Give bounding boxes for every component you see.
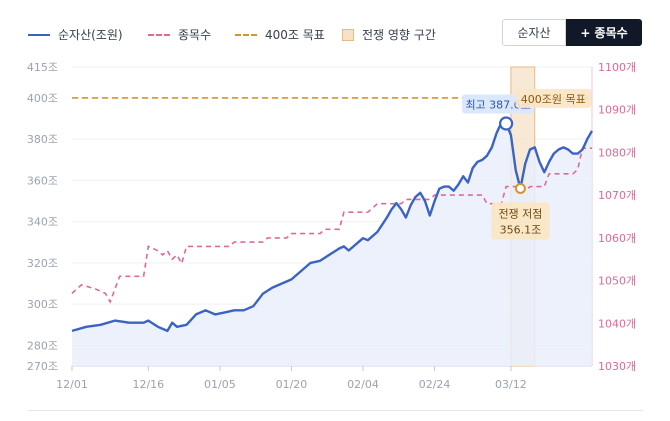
x-tick-label: 02/24 (419, 378, 451, 391)
y-right-tick-label: 1050개 (598, 275, 636, 288)
x-tick-label: 01/05 (204, 378, 236, 391)
x-tick-label: 12/01 (56, 378, 88, 391)
legend-label-net-assets: 순자산(조원) (58, 28, 123, 42)
legend-item-target: 400조 목표 (235, 26, 325, 43)
y-left-tick-label: 415조 (27, 61, 58, 74)
legend-label-holdings: 종목수 (178, 28, 212, 42)
x-tick-label: 12/16 (132, 378, 164, 391)
toggle-holdings-button[interactable]: + 종목수 (566, 19, 642, 46)
y-right-tick-label: 1060개 (598, 232, 636, 245)
target-label-box (515, 88, 592, 108)
y-right-tick-label: 1080개 (598, 146, 636, 159)
trough-label-title: 전쟁 저점 (498, 207, 542, 220)
y-right-tick-label: 1040개 (598, 317, 636, 330)
x-tick-label: 03/12 (495, 378, 527, 391)
bottom-divider (28, 410, 643, 411)
trough-marker (514, 182, 526, 194)
y-left-tick-label: 320조 (27, 257, 58, 270)
legend-swatch-holdings (148, 33, 170, 36)
legend-item-holdings: 종목수 (148, 26, 211, 43)
legend-item-net-assets: 순자산(조원) (28, 26, 123, 43)
toggle-net-assets-label: 순자산 (517, 26, 551, 40)
y-left-tick-label: 280조 (27, 339, 58, 352)
y-left-tick-label: 400조 (27, 92, 58, 105)
y-left-tick-label: 380조 (27, 133, 58, 146)
target-label: 400조원 목표 (521, 93, 586, 106)
trough-label-value: 356.1조 (500, 223, 542, 236)
legend: 순자산(조원) 종목수 400조 목표 전쟁 영향 구간 순자산 + 종목수 (0, 0, 670, 62)
x-tick-label: 01/20 (276, 378, 308, 391)
legend-swatch-war-zone (342, 28, 354, 41)
legend-item-war-zone: 전쟁 영향 구간 (342, 26, 436, 43)
toggle-holdings-label: + 종목수 (580, 26, 628, 40)
legend-swatch-target (235, 33, 257, 36)
y-right-tick-label: 1030개 (598, 360, 636, 373)
peak-label: 최고 387.6조 (465, 99, 530, 112)
peak-marker (499, 116, 514, 131)
net-assets-area (72, 122, 592, 366)
trough-label-box (491, 202, 550, 240)
legend-swatch-net-assets (28, 33, 50, 36)
legend-label-war-zone: 전쟁 영향 구간 (362, 28, 436, 42)
y-right-tick-label: 1070개 (598, 189, 636, 202)
net-assets-line (71, 121, 594, 333)
y-right-tick-label: 1100개 (598, 61, 636, 74)
x-tick-label: 02/04 (347, 378, 379, 391)
y-left-tick-label: 300조 (27, 298, 58, 311)
toggle-net-assets-button[interactable]: 순자산 (502, 19, 566, 46)
y-left-tick-label: 360조 (27, 174, 58, 187)
y-right-tick-label: 1090개 (598, 104, 636, 117)
y-left-tick-label: 270조 (27, 360, 58, 373)
legend-label-target: 400조 목표 (265, 28, 325, 42)
y-left-tick-label: 340조 (27, 216, 58, 229)
